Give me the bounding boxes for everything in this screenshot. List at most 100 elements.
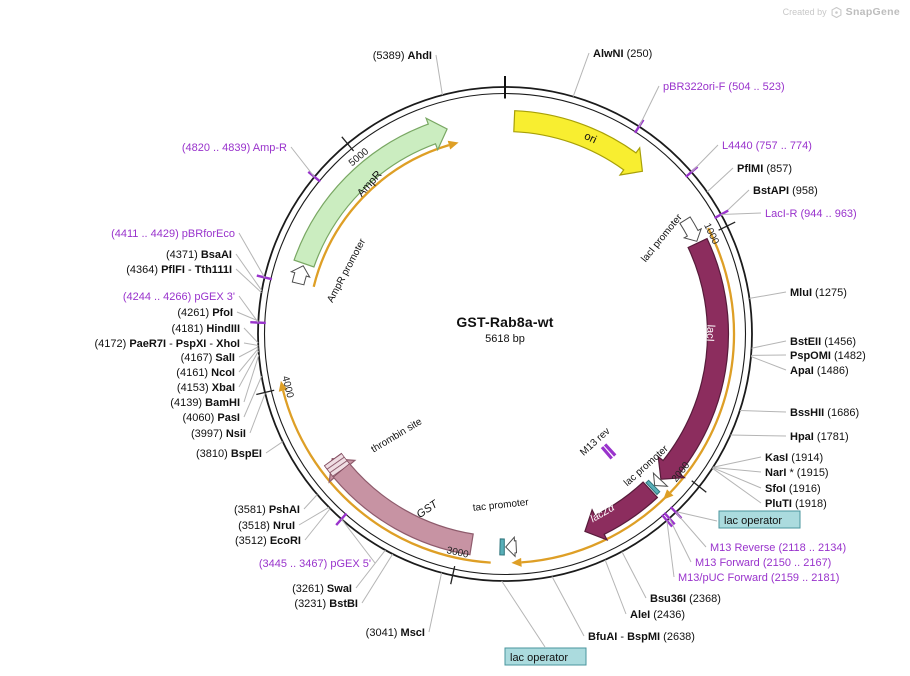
callout-ApaI-1486[interactable]: ApaI (1486) bbox=[750, 356, 849, 378]
callout-PluTI-1918[interactable]: PluTI (1918) bbox=[712, 467, 827, 510]
callout-text[interactable]: AleI (2436) bbox=[630, 609, 685, 621]
callout-text[interactable]: (5389) AhdI bbox=[373, 50, 432, 62]
callout-HpaI-1781[interactable]: HpaI (1781) bbox=[730, 431, 849, 443]
feature-M13-rev[interactable] bbox=[600, 446, 613, 460]
callout-text[interactable]: BstAPI (958) bbox=[753, 185, 818, 197]
callout-MluI-1275[interactable]: MluI (1275) bbox=[749, 287, 847, 299]
callout-BstEII-1456[interactable]: BstEII (1456) bbox=[751, 336, 856, 349]
callout-3518-NruI[interactable]: (3518) NruI bbox=[238, 506, 330, 532]
callout-BssHII-1686[interactable]: BssHII (1686) bbox=[739, 407, 859, 419]
feature-GST[interactable] bbox=[328, 457, 474, 556]
callout-text[interactable]: (3997) NsiI bbox=[191, 428, 246, 440]
callout-text[interactable]: pBR322ori-F (504 .. 523) bbox=[663, 81, 785, 93]
callout-4060-PasI[interactable]: (4060) PasI bbox=[183, 376, 263, 424]
callout-text[interactable]: (4411 .. 4429) pBRforEco bbox=[111, 228, 235, 240]
callout-4172-PaeR7I-PspXI-XhoI[interactable]: (4172) PaeR7I - PspXI - XhoI bbox=[94, 338, 259, 350]
feature-AmpR-promoter[interactable] bbox=[289, 265, 311, 286]
callout-text[interactable]: HpaI (1781) bbox=[790, 431, 849, 443]
callout-text[interactable]: KasI (1914) bbox=[765, 452, 823, 464]
callout-text[interactable]: (4153) XbaI bbox=[177, 382, 235, 394]
callout-text[interactable]: (4371) BsaAI bbox=[166, 249, 232, 261]
callout-5389-AhdI[interactable]: (5389) AhdI bbox=[373, 50, 443, 96]
callout-4161-NcoI[interactable]: (4161) NcoI bbox=[176, 348, 259, 380]
callout-text[interactable]: (3512) EcoRI bbox=[235, 535, 301, 547]
callout-M13-pUC-Forward-2159-2181[interactable]: M13/pUC Forward (2159 .. 2181) bbox=[661, 514, 839, 584]
feature-thrombin-site[interactable] bbox=[323, 452, 351, 478]
callout-4167-SalI[interactable]: (4167) SalI bbox=[181, 346, 259, 364]
callout-text[interactable]: M13 Forward (2150 .. 2167) bbox=[695, 557, 831, 569]
callout-text[interactable]: PflMI (857) bbox=[737, 163, 792, 175]
callout-lac-operator[interactable]: lac operator bbox=[501, 580, 587, 666]
callout-text[interactable]: (3518) NruI bbox=[238, 520, 295, 532]
callout-text[interactable]: (3041) MscI bbox=[366, 627, 425, 639]
feature-label-ori[interactable]: ori bbox=[582, 130, 598, 146]
callout-text[interactable]: PluTI (1918) bbox=[765, 498, 827, 510]
callout-text[interactable]: (4244 .. 4266) pGEX 3' bbox=[123, 291, 235, 303]
callout-3512-EcoRI[interactable]: (3512) EcoRI bbox=[235, 508, 331, 548]
callout-text[interactable]: M13/pUC Forward (2159 .. 2181) bbox=[678, 572, 839, 584]
callout-text[interactable]: NarI * (1915) bbox=[765, 467, 829, 479]
callout-lac-operator[interactable]: lac operator bbox=[676, 510, 801, 529]
callout-M13-Reverse-2118-2134[interactable]: M13 Reverse (2118 .. 2134) bbox=[669, 506, 846, 554]
callout-text[interactable]: L4440 (757 .. 774) bbox=[722, 140, 812, 152]
callout-text[interactable]: M13 Reverse (2118 .. 2134) bbox=[710, 542, 846, 554]
callout-4364-PflFI-Tth111I[interactable]: (4364) PflFI - Tth111I bbox=[126, 264, 262, 293]
callout-text[interactable]: (3581) PshAI bbox=[234, 504, 300, 516]
callout-text[interactable]: (4820 .. 4839) Amp-R bbox=[182, 142, 287, 154]
callout-KasI-1914[interactable]: KasI (1914) bbox=[712, 452, 823, 468]
callout-3997-NsiI[interactable]: (3997) NsiI bbox=[191, 393, 266, 440]
callout-text[interactable]: (3445 .. 3467) pGEX 5' bbox=[259, 558, 371, 570]
callout-text[interactable]: SfoI (1916) bbox=[765, 483, 821, 495]
callout-text[interactable]: (3231) BstBI bbox=[294, 598, 358, 610]
callout-3581-PshAI[interactable]: (3581) PshAI bbox=[234, 494, 318, 517]
feature-lac-operator-2[interactable] bbox=[499, 538, 505, 556]
feature-M13-rev[interactable] bbox=[603, 443, 617, 457]
feature-lac-operator[interactable] bbox=[645, 479, 661, 496]
callout-LacI-R-944-963[interactable]: LacI-R (944 .. 963) bbox=[714, 208, 857, 220]
callout-PflMI-857[interactable]: PflMI (857) bbox=[706, 163, 792, 193]
callout-text[interactable]: (4060) PasI bbox=[183, 412, 241, 424]
callout-text[interactable]: MluI (1275) bbox=[790, 287, 847, 299]
callout-4820-4839-Amp-R[interactable]: (4820 .. 4839) Amp-R bbox=[182, 142, 321, 183]
callout-SfoI-1916[interactable]: SfoI (1916) bbox=[712, 467, 821, 495]
callout-text[interactable]: (4161) NcoI bbox=[176, 367, 235, 379]
callout-4411-4429-pBRforEco[interactable]: (4411 .. 4429) pBRforEco bbox=[111, 228, 273, 281]
feature-lacI[interactable] bbox=[657, 237, 730, 480]
callout-4261-PfoI[interactable]: (4261) PfoI bbox=[177, 307, 259, 322]
callout-Bsu36I-2368[interactable]: Bsu36I (2368) bbox=[621, 551, 721, 605]
callout-BfuAI-BspMI-2638[interactable]: BfuAI - BspMI (2638) bbox=[551, 576, 695, 644]
feature-label-thrombin-site[interactable]: thrombin site bbox=[369, 416, 424, 455]
callout-text[interactable]: (4167) SalI bbox=[181, 352, 235, 364]
callout-text[interactable]: Bsu36I (2368) bbox=[650, 593, 721, 605]
callout-L4440-757-774[interactable]: L4440 (757 .. 774) bbox=[685, 140, 812, 178]
callout-4181-HindIII[interactable]: (4181) HindIII bbox=[172, 323, 259, 344]
callout-text[interactable]: lac operator bbox=[510, 652, 568, 664]
feature-tac-promoter[interactable] bbox=[505, 535, 518, 558]
callout-3810-BspEI[interactable]: (3810) BspEI bbox=[196, 441, 283, 460]
feature-label-GST[interactable]: GST bbox=[415, 498, 442, 521]
callout-AlwNI-250[interactable]: AlwNI (250) bbox=[572, 48, 652, 97]
callout-3261-SwaI[interactable]: (3261) SwaI bbox=[292, 549, 386, 595]
feature-AmpR[interactable] bbox=[293, 116, 448, 268]
callout-4139-BamHI[interactable]: (4139) BamHI bbox=[170, 354, 260, 409]
callout-text[interactable]: (3810) BspEI bbox=[196, 448, 262, 460]
callout-text[interactable]: ApaI (1486) bbox=[790, 365, 849, 377]
callout-text[interactable]: AlwNI (250) bbox=[593, 48, 652, 60]
callout-4244-4266-pGEX-3[interactable]: (4244 .. 4266) pGEX 3' bbox=[123, 291, 266, 325]
callout-3041-MscI[interactable]: (3041) MscI bbox=[366, 572, 443, 639]
feature-ori[interactable] bbox=[513, 110, 644, 176]
callout-NarI-1915[interactable]: NarI * (1915) bbox=[712, 467, 829, 479]
callout-text[interactable]: BstEII (1456) bbox=[790, 336, 856, 348]
callout-text[interactable]: (4139) BamHI bbox=[170, 397, 240, 409]
callout-text[interactable]: BfuAI - BspMI (2638) bbox=[588, 631, 695, 643]
callout-pBR322ori-F-504-523[interactable]: pBR322ori-F (504 .. 523) bbox=[633, 81, 785, 134]
callout-PspOMI-1482[interactable]: PspOMI (1482) bbox=[751, 350, 866, 362]
feature-lacZalpha[interactable] bbox=[584, 481, 659, 542]
feature-lac-promoter[interactable] bbox=[652, 471, 669, 487]
callout-AleI-2436[interactable]: AleI (2436) bbox=[604, 559, 685, 621]
feature-lacI-promoter[interactable] bbox=[679, 216, 703, 242]
callout-4153-XbaI[interactable]: (4153) XbaI bbox=[177, 350, 260, 394]
callout-3231-BstBI[interactable]: (3231) BstBI bbox=[294, 553, 394, 610]
callout-M13-Forward-2150-2167[interactable]: M13 Forward (2150 .. 2167) bbox=[663, 511, 831, 569]
callout-text[interactable]: PspOMI (1482) bbox=[790, 350, 866, 362]
